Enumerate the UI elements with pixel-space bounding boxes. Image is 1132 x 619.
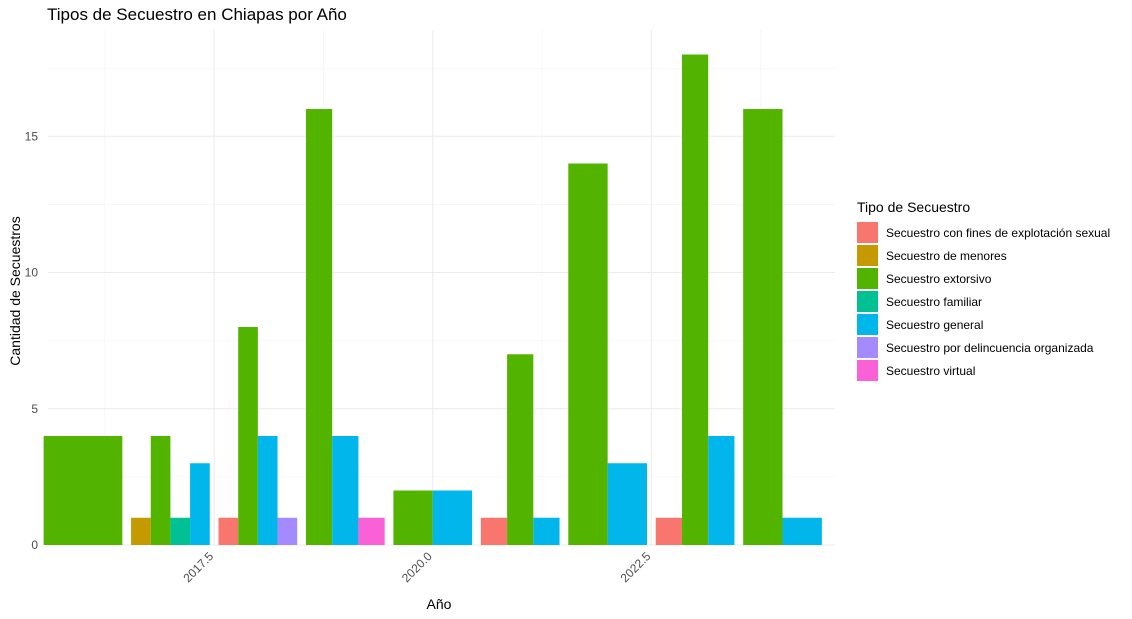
bar — [43, 436, 123, 545]
legend-title: Tipo de Secuestro — [857, 199, 971, 215]
bar — [150, 436, 171, 545]
y-tick-label: 5 — [31, 402, 38, 416]
bar — [190, 463, 210, 545]
legend-label: Secuestro de menores — [886, 248, 1007, 263]
bars-layer — [43, 54, 822, 546]
legend-item: Secuestro virtual — [857, 359, 1110, 382]
legend-item: Secuestro de menores — [857, 244, 1110, 267]
y-axis-tick-labels: 0 5 10 15 — [25, 129, 39, 552]
x-tick-label: 2017.5 — [180, 549, 216, 585]
legend-key — [857, 222, 878, 243]
bar — [480, 517, 508, 545]
legend-label: Secuestro general — [886, 317, 984, 332]
bar — [533, 517, 560, 545]
y-tick-label: 0 — [31, 538, 38, 552]
bar — [681, 54, 709, 546]
bar — [358, 517, 385, 545]
bar — [393, 490, 433, 545]
legend-label: Secuestro familiar — [886, 294, 983, 309]
legend-key — [857, 314, 878, 335]
legend: Tipo de Secuestro Secuestro con fines de… — [857, 199, 1110, 382]
legend-key — [857, 360, 878, 381]
legend-key — [857, 268, 878, 289]
legend-label: Secuestro con fines de explotación sexua… — [886, 225, 1111, 240]
bar — [655, 517, 682, 545]
x-axis-tick-labels: 2017.5 2020.0 2022.5 — [180, 549, 653, 585]
legend-label: Secuestro extorsivo — [886, 271, 992, 286]
x-tick-label: 2020.0 — [399, 549, 435, 585]
bar — [277, 517, 298, 545]
legend-item: Secuestro con fines de explotación sexua… — [857, 221, 1110, 244]
bar — [782, 517, 822, 545]
legend-key — [857, 337, 878, 358]
legend-item: Secuestro general — [857, 313, 1110, 336]
chart-title: Tipos de Secuestro en Chiapas por Año — [47, 5, 347, 24]
bar — [170, 517, 191, 545]
bar — [568, 163, 608, 545]
bar — [238, 327, 258, 545]
legend-key — [857, 245, 878, 266]
legend-item: Secuestro por delincuencia organizada — [857, 336, 1110, 359]
bar — [507, 354, 534, 545]
legend-item: Secuestro familiar — [857, 290, 1110, 313]
bar — [743, 109, 783, 545]
bar — [131, 517, 151, 545]
legend-key — [857, 291, 878, 312]
x-axis-title: Año — [427, 596, 452, 612]
legend-items: Secuestro con fines de explotación sexua… — [857, 221, 1110, 382]
bar — [305, 109, 333, 545]
bar — [432, 490, 473, 545]
y-tick-label: 10 — [25, 266, 39, 280]
x-tick-label: 2022.5 — [618, 549, 654, 585]
y-tick-label: 15 — [25, 129, 39, 143]
bar — [708, 436, 735, 545]
legend-item: Secuestro extorsivo — [857, 267, 1110, 290]
legend-label: Secuestro por delincuencia organizada — [886, 340, 1094, 355]
bar — [257, 436, 278, 545]
bar — [332, 436, 359, 545]
bar — [218, 517, 239, 545]
bar — [607, 463, 647, 545]
legend-label: Secuestro virtual — [886, 363, 976, 378]
y-axis-title: Cantidad de Secuestros — [7, 216, 23, 365]
